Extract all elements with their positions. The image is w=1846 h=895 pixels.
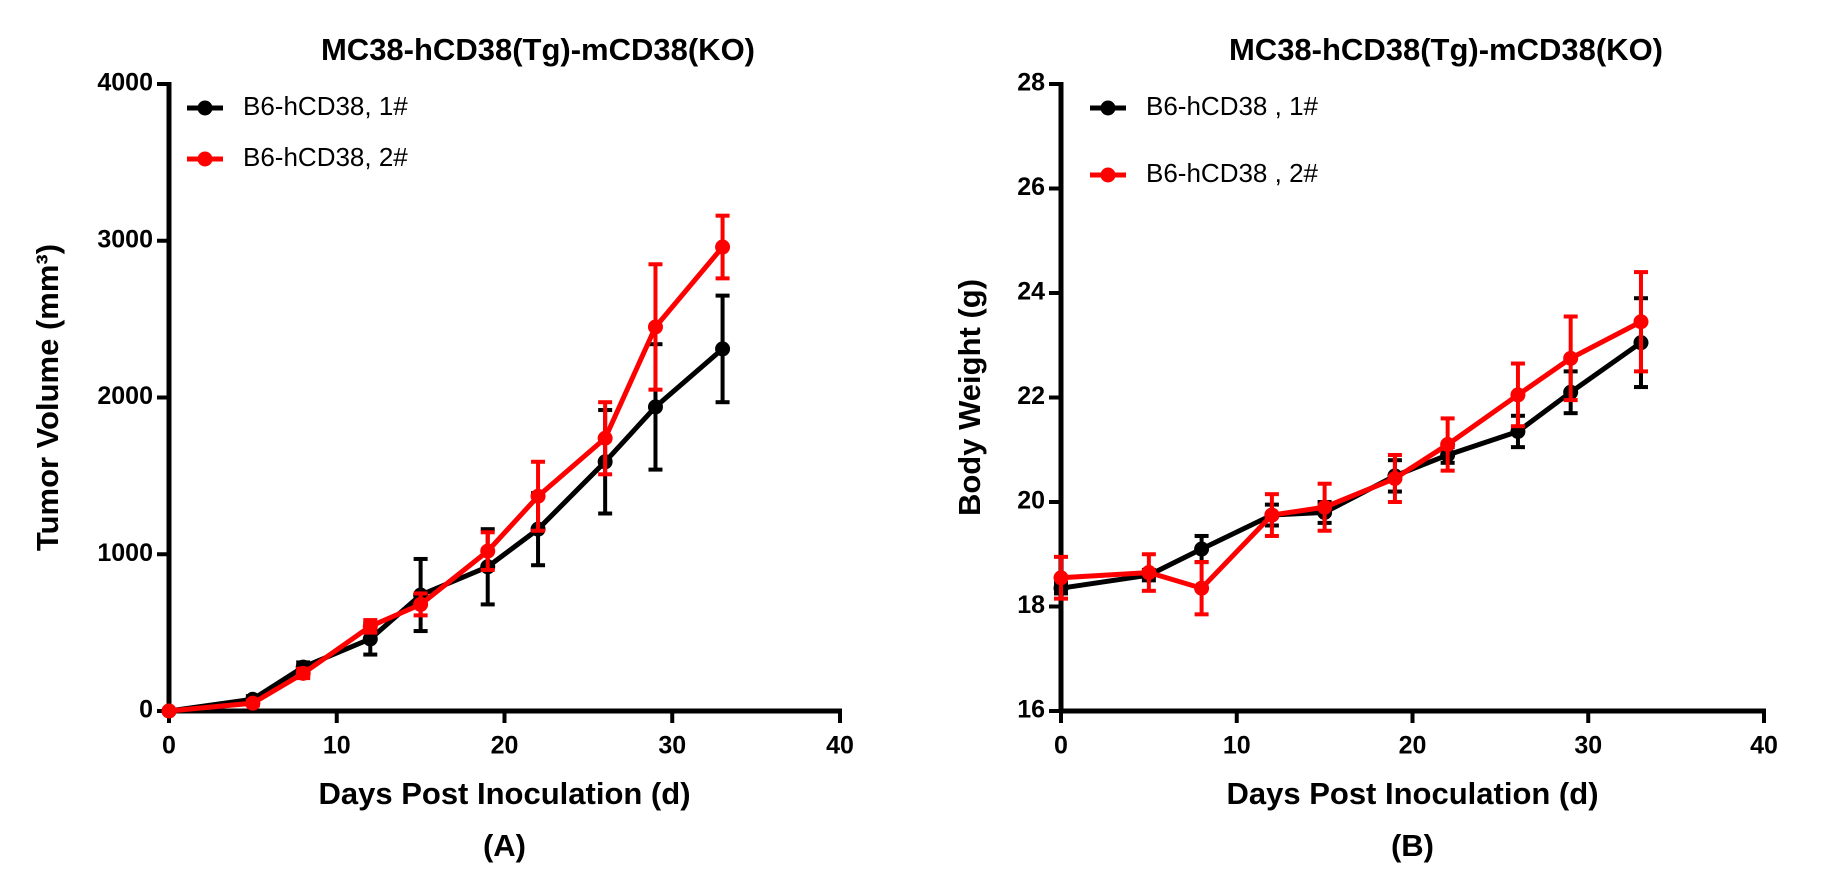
x-tick-label: 30 xyxy=(1574,732,1602,760)
x-tick-label: 20 xyxy=(1399,732,1427,760)
y-tick-label: 1000 xyxy=(97,539,153,567)
point xyxy=(1563,350,1579,366)
point xyxy=(1510,387,1526,403)
point xyxy=(1633,314,1649,330)
legend-label: B6-hCD38, 1# xyxy=(243,91,408,121)
point xyxy=(715,239,731,255)
legend-marker xyxy=(197,151,213,167)
y-tick-label: 28 xyxy=(1017,69,1045,97)
point xyxy=(161,703,177,719)
y-tick-label: 0 xyxy=(139,696,153,724)
y-tick-label: 18 xyxy=(1017,591,1045,619)
point xyxy=(413,596,429,612)
chart-title: MC38-hCD38(Tg)-mCD38(KO) xyxy=(1229,32,1663,67)
series-line xyxy=(1060,340,1643,591)
legend-label: B6-hCD38 , 2# xyxy=(1146,158,1319,188)
y-tick-label: 4000 xyxy=(97,69,153,97)
y-tick-label: 22 xyxy=(1017,382,1045,410)
chart-title: MC38-hCD38(Tg)-mCD38(KO) xyxy=(321,32,755,67)
legend-marker xyxy=(1100,167,1116,183)
y-tick-label: 2000 xyxy=(97,382,153,410)
point xyxy=(1194,580,1210,596)
x-tick-label: 10 xyxy=(1223,732,1251,760)
legend-label: B6-hCD38 , 1# xyxy=(1146,91,1319,121)
x-tick-label: 0 xyxy=(162,732,176,760)
legend-label: B6-hCD38, 2# xyxy=(243,142,408,172)
series-line xyxy=(1060,319,1643,592)
x-tick-label: 30 xyxy=(658,732,686,760)
point xyxy=(362,631,378,647)
point xyxy=(480,543,496,559)
point xyxy=(715,341,731,357)
x-tick-label: 20 xyxy=(491,732,519,760)
y-tick-label: 20 xyxy=(1017,487,1045,515)
series-line xyxy=(168,347,725,714)
point xyxy=(1141,565,1157,581)
y-tick-label: 26 xyxy=(1017,173,1045,201)
point xyxy=(1440,437,1456,453)
y-tick-label: 16 xyxy=(1017,696,1045,724)
point xyxy=(1317,499,1333,515)
point xyxy=(245,695,261,711)
y-axis-label: Body Weight (g) xyxy=(952,279,987,516)
x-tick-label: 40 xyxy=(826,732,854,760)
point xyxy=(647,399,663,415)
point xyxy=(1053,570,1069,586)
x-tick-label: 40 xyxy=(1750,732,1778,760)
point xyxy=(530,488,546,504)
legend-marker xyxy=(197,100,213,116)
caption: (A) xyxy=(483,828,526,863)
y-tick-label: 24 xyxy=(1017,278,1045,306)
series-line xyxy=(168,245,725,714)
point xyxy=(597,430,613,446)
x-tick-label: 0 xyxy=(1054,732,1068,760)
point xyxy=(1264,507,1280,523)
y-axis-label: Tumor Volume (mm³) xyxy=(30,244,65,551)
x-axis-label: Days Post Inoculation (d) xyxy=(1226,776,1598,811)
y-tick-label: 3000 xyxy=(97,225,153,253)
point xyxy=(362,618,378,634)
caption: (B) xyxy=(1391,828,1434,863)
legend-marker xyxy=(1100,100,1116,116)
point xyxy=(1387,470,1403,486)
x-tick-label: 10 xyxy=(323,732,351,760)
point xyxy=(647,319,663,335)
x-axis-label: Days Post Inoculation (d) xyxy=(318,776,690,811)
point xyxy=(1194,541,1210,557)
point xyxy=(295,665,311,681)
